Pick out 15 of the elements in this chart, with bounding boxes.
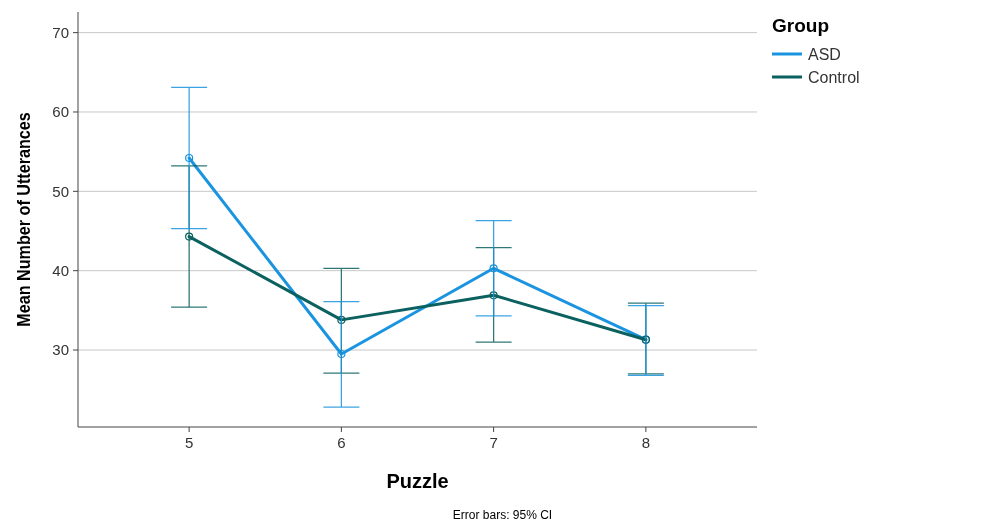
y-tick-label: 50 [52, 182, 69, 200]
y-axis-title: Mean Number of Utterances [12, 112, 35, 327]
legend-label: ASD [808, 45, 841, 63]
text: Error bars: 95% CI [452, 508, 553, 522]
legend-label: Control [808, 68, 860, 86]
y-tick-label: 30 [52, 341, 69, 359]
x-tick-label: 5 [184, 434, 194, 451]
y-tick-label: 60 [52, 103, 69, 121]
x-tick-label: 6 [337, 434, 346, 451]
y-tick-label: 40 [52, 261, 69, 279]
x-tick-label: 8 [641, 434, 651, 451]
y-tick-label: 70 [52, 23, 69, 41]
x-axis-title: Puzzle [386, 470, 449, 492]
x-tick-label: 7 [489, 434, 498, 451]
legend-title: Group [772, 15, 829, 36]
